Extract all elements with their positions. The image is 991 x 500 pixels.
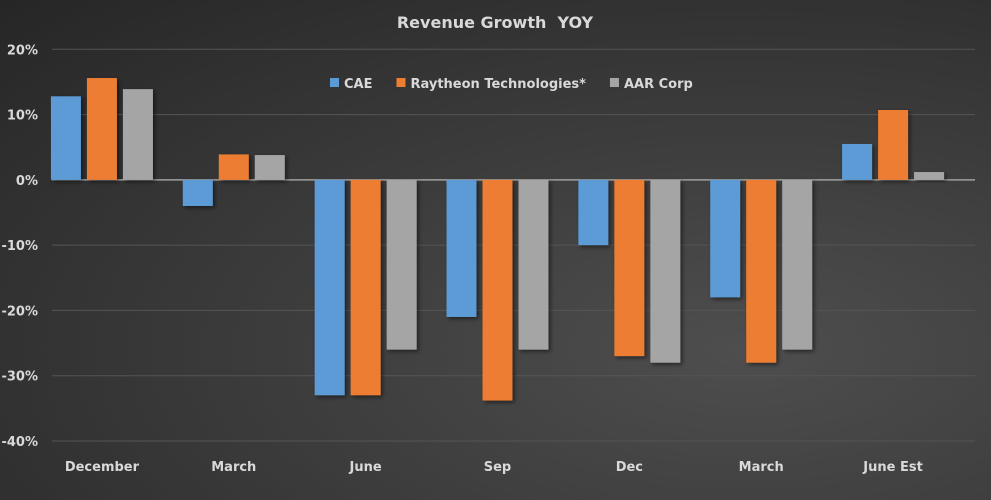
bar-raytheon-technologies-2 [350, 179, 381, 396]
bar-cae-2 [314, 179, 345, 396]
bar-aar-corp-3 [518, 179, 549, 350]
legend-swatch [396, 78, 406, 87]
x-tick-label: June Est [862, 460, 923, 475]
bar-aar-corp-5 [782, 179, 813, 350]
bar-aar-corp-1 [254, 155, 285, 180]
y-tick-label: 0% [16, 174, 38, 189]
y-tick-label: -10% [1, 239, 38, 254]
x-tick-label: June [349, 460, 382, 475]
bar-raytheon-technologies-0 [86, 78, 117, 180]
legend-swatch [330, 78, 339, 87]
x-tick-label: Sep [484, 460, 512, 475]
bar-raytheon-technologies-1 [218, 154, 249, 180]
bar-cae-6 [842, 143, 873, 180]
x-tick-label: Dec [616, 460, 643, 475]
bar-cae-1 [182, 179, 213, 206]
y-tick-label: 10% [7, 109, 38, 124]
legend-label: CAE [344, 77, 372, 92]
legend-label: AAR Corp [624, 77, 693, 92]
y-tick-label: -30% [1, 370, 38, 385]
bar-cae-5 [710, 179, 741, 298]
y-tick-label: -40% [1, 435, 38, 450]
x-tick-label: December [65, 460, 140, 475]
bar-aar-corp-0 [122, 89, 153, 180]
bar-raytheon-technologies-6 [878, 110, 909, 180]
x-tick-label: March [211, 460, 256, 475]
bar-cae-3 [446, 179, 477, 317]
legend-swatch [609, 78, 619, 87]
bar-raytheon-technologies-3 [482, 179, 513, 401]
legend: CAE Raytheon Technologies* AAR Corp [330, 77, 693, 92]
bar-aar-corp-2 [386, 179, 417, 350]
bar-raytheon-technologies-5 [746, 179, 777, 363]
chart-title: Revenue Growth YOY [397, 13, 594, 32]
y-tick-label: 20% [7, 43, 38, 58]
bar-cae-0 [50, 96, 81, 180]
bar-raytheon-technologies-4 [614, 179, 645, 357]
bar-cae-4 [578, 179, 609, 246]
bar-aar-corp-6 [914, 172, 945, 180]
legend-label: Raytheon Technologies* [410, 77, 586, 92]
x-tick-label: March [739, 460, 784, 475]
bar-aar-corp-4 [650, 179, 681, 363]
y-tick-label: -20% [1, 304, 38, 319]
